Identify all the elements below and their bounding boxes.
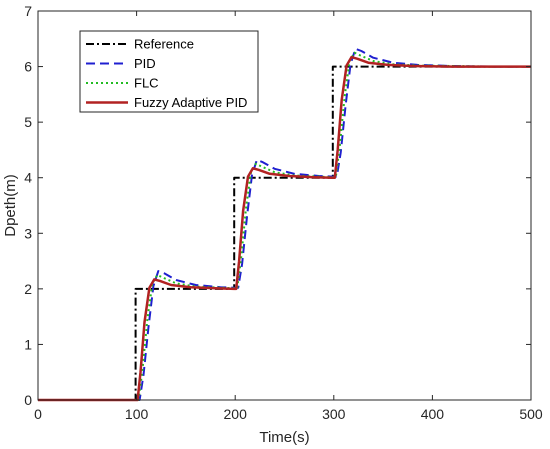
y-tick-label: 3	[24, 225, 32, 241]
x-tick-label: 100	[125, 406, 149, 422]
series-line-1	[38, 65, 531, 401]
y-tick-label: 0	[24, 392, 32, 408]
x-tick-label: 200	[224, 406, 248, 422]
x-axis-label: Time(s)	[259, 429, 309, 446]
y-tick-label: 7	[24, 3, 32, 19]
legend: Reference PID FLC Fuzzy Adaptive PID	[79, 30, 259, 113]
series-line-2	[38, 47, 531, 401]
x-tick-label: 400	[421, 406, 445, 422]
y-tick-label: 1	[24, 336, 32, 352]
ticks-layer: 0 100 200 300 400 500 0 1 2 3 4 5 6 7	[24, 3, 543, 422]
series-line-4	[38, 55, 531, 402]
y-tick-label: 6	[24, 59, 32, 75]
legend-label-4: Fuzzy Adaptive PID	[134, 95, 247, 110]
legend-label-2: PID	[134, 56, 156, 71]
y-tick-label: 5	[24, 114, 32, 130]
y-tick-label: 4	[24, 170, 32, 186]
x-tick-label: 0	[34, 406, 42, 422]
x-tick-label: 300	[322, 406, 346, 422]
legend-label-1: Reference	[134, 37, 194, 52]
series-layer	[38, 47, 531, 402]
legend-label-3: FLC	[134, 76, 159, 91]
y-axis-label: Dpeth(m)	[2, 174, 19, 237]
series-line-3	[38, 51, 531, 401]
y-tick-label: 2	[24, 281, 32, 297]
x-tick-label: 500	[519, 406, 543, 422]
plot-frame	[37, 10, 532, 401]
